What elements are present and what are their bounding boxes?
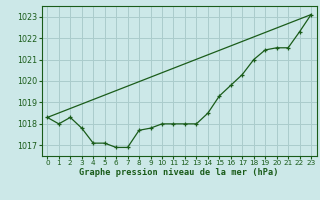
X-axis label: Graphe pression niveau de la mer (hPa): Graphe pression niveau de la mer (hPa) xyxy=(79,168,279,177)
